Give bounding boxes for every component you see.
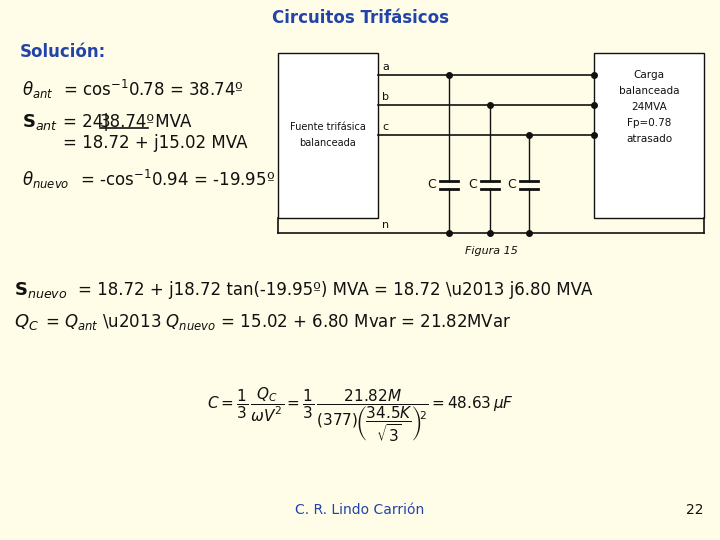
Bar	[278, 53, 378, 218]
Text: $\theta_{nuevo}$: $\theta_{nuevo}$	[22, 170, 70, 191]
Text: C: C	[469, 179, 477, 192]
Text: n: n	[382, 220, 389, 230]
Text: = 18.72 + j18.72 tan(-19.95º) MVA = 18.72 \u2013 j6.80 MVA: = 18.72 + j18.72 tan(-19.95º) MVA = 18.7…	[78, 281, 593, 299]
Text: $Q_C$: $Q_C$	[14, 312, 39, 332]
Text: balanceada: balanceada	[618, 86, 679, 96]
Text: $\mathbf{S}_{ant}$: $\mathbf{S}_{ant}$	[22, 112, 58, 132]
Text: Circuitos Trifásicos: Circuitos Trifásicos	[271, 9, 449, 27]
Text: balanceada: balanceada	[300, 138, 356, 149]
Text: Carga: Carga	[634, 70, 665, 80]
Text: $\mathbf{S}_{nuevo}$: $\mathbf{S}_{nuevo}$	[14, 280, 68, 300]
Text: $C = \dfrac{1}{3}\,\dfrac{Q_C}{\omega V^2} = \dfrac{1}{3}\,\dfrac{21.82M}{(377)\: $C = \dfrac{1}{3}\,\dfrac{Q_C}{\omega V^…	[207, 386, 513, 444]
Text: 38.74º: 38.74º	[100, 113, 155, 131]
Text: $\theta_{ant}$: $\theta_{ant}$	[22, 79, 53, 100]
Text: b: b	[382, 92, 389, 102]
Bar	[594, 53, 704, 218]
Text: = cos$^{-1}$0.78 = 38.74º: = cos$^{-1}$0.78 = 38.74º	[63, 80, 243, 100]
Text: atrasado: atrasado	[626, 134, 672, 144]
Text: = -cos$^{-1}$0.94 = -19.95º: = -cos$^{-1}$0.94 = -19.95º	[80, 170, 275, 190]
Text: Fp=0.78: Fp=0.78	[627, 118, 671, 128]
Text: MVA: MVA	[150, 113, 192, 131]
Text: 24MVA: 24MVA	[631, 102, 667, 112]
Text: C. R. Lindo Carrión: C. R. Lindo Carrión	[295, 503, 425, 517]
Text: Fuente trifásica: Fuente trifásica	[290, 123, 366, 132]
Text: c: c	[382, 122, 388, 132]
Text: C: C	[428, 179, 436, 192]
Text: Figura 15: Figura 15	[464, 246, 518, 256]
Text: a: a	[382, 62, 389, 72]
Text: = 18.72 + j15.02 MVA: = 18.72 + j15.02 MVA	[63, 134, 248, 152]
Text: 22: 22	[686, 503, 703, 517]
Text: = 24|: = 24|	[63, 113, 109, 131]
Text: C: C	[508, 179, 516, 192]
Text: = $Q_{ant}$ \u2013 $Q_{nuevo}$ = 15.02 + 6.80 Mvar = 21.82MVar: = $Q_{ant}$ \u2013 $Q_{nuevo}$ = 15.02 +…	[45, 312, 511, 332]
Text: Solución:: Solución:	[20, 43, 107, 61]
